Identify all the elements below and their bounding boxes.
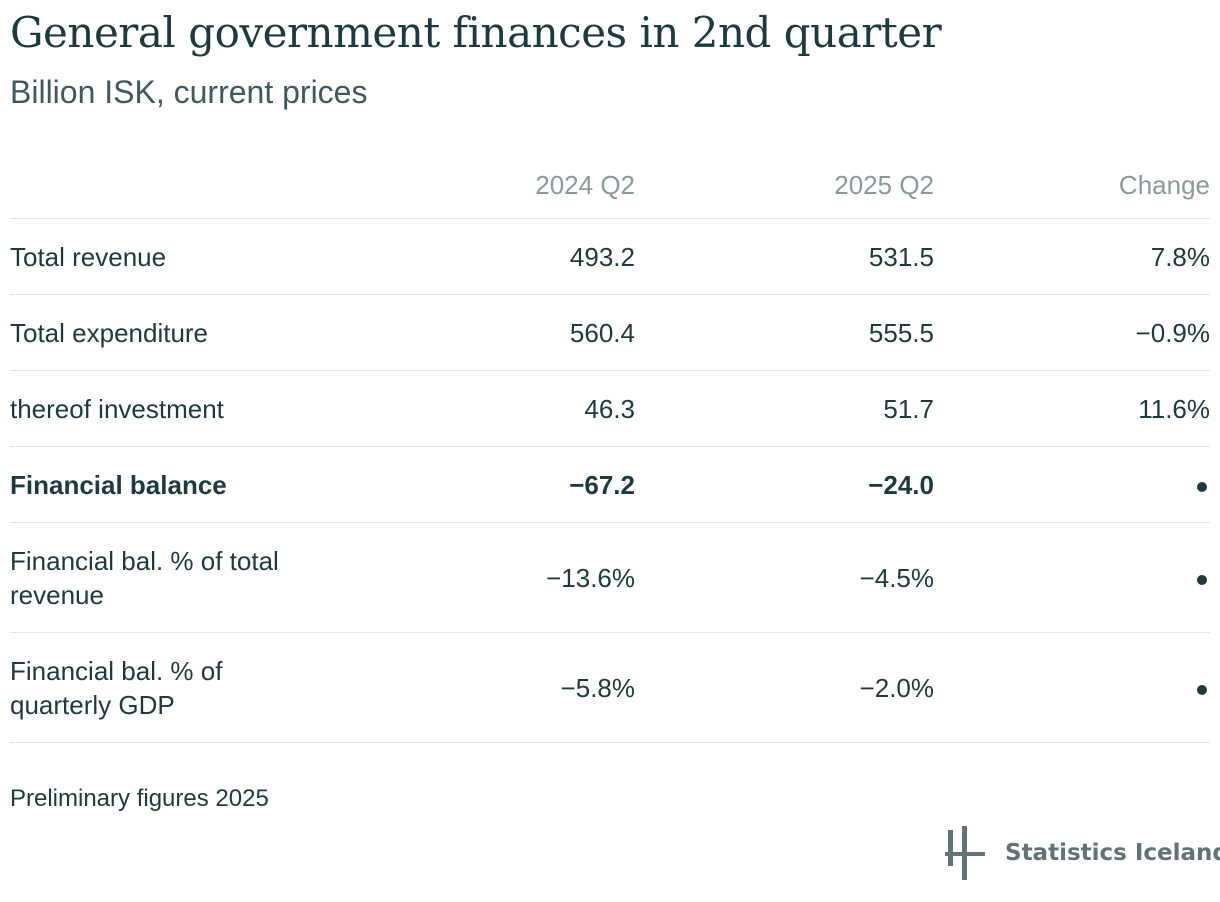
value-2024-q2: −5.8%: [560, 672, 635, 703]
value-2024-q2: −67.2: [569, 469, 635, 500]
logo-text: Statistics Iceland: [1005, 840, 1220, 866]
header-change: Change: [1118, 170, 1210, 200]
table-row: Financial bal. % of total revenue −13.6%…: [10, 523, 1210, 633]
page-title: General government finances in 2nd quart…: [10, 8, 942, 57]
value-2024-q2: 560.4: [569, 317, 635, 348]
value-2024-q2: 493.2: [569, 241, 635, 272]
row-label: Financial bal. % of quarterly GDP: [10, 655, 223, 720]
finance-table: 2024 Q2 2025 Q2 Change Total revenue 493…: [10, 152, 1210, 743]
row-label: Financial balance: [10, 469, 227, 500]
value-2024-q2: 46.3: [584, 393, 635, 424]
statistics-iceland-logo: Statistics Iceland: [945, 826, 1220, 880]
table-row: Total revenue 493.2 531.5 7.8%: [10, 219, 1210, 295]
value-change: 11.6%: [1138, 393, 1210, 424]
table-row: Total expenditure 560.4 555.5 −0.9%: [10, 295, 1210, 371]
no-value-dot-icon: [1197, 671, 1210, 705]
table-header-row: 2024 Q2 2025 Q2 Change: [10, 152, 1210, 219]
row-label: Total revenue: [10, 241, 167, 272]
value-2025-q2: −4.5%: [859, 562, 934, 593]
no-value-dot-icon: [1197, 468, 1210, 502]
table-row-bold: Financial balance −67.2 −24.0: [10, 447, 1210, 523]
row-label: Financial bal. % of total revenue: [10, 545, 279, 610]
header-2025-q2: 2025 Q2: [834, 170, 934, 200]
row-label: thereof investment: [10, 393, 224, 424]
value-change: −0.9%: [1135, 317, 1210, 348]
value-2025-q2: 51.7: [883, 393, 934, 424]
table-row: thereof investment 46.3 51.7 11.6%: [10, 371, 1210, 447]
value-2025-q2: −24.0: [868, 469, 934, 500]
value-change: 7.8%: [1150, 241, 1210, 272]
footnote: Preliminary figures 2025: [10, 785, 269, 812]
value-2025-q2: 555.5: [868, 317, 934, 348]
statistics-iceland-logo-icon: [945, 826, 985, 880]
row-label: Total expenditure: [10, 317, 209, 348]
header-2024-q2: 2024 Q2: [535, 170, 635, 200]
no-value-dot-icon: [1197, 561, 1210, 595]
page-subtitle: Billion ISK, current prices: [10, 74, 368, 110]
table-row: Financial bal. % of quarterly GDP −5.8% …: [10, 633, 1210, 743]
value-2025-q2: −2.0%: [859, 672, 934, 703]
value-2025-q2: 531.5: [868, 241, 934, 272]
value-2024-q2: −13.6%: [546, 562, 635, 593]
